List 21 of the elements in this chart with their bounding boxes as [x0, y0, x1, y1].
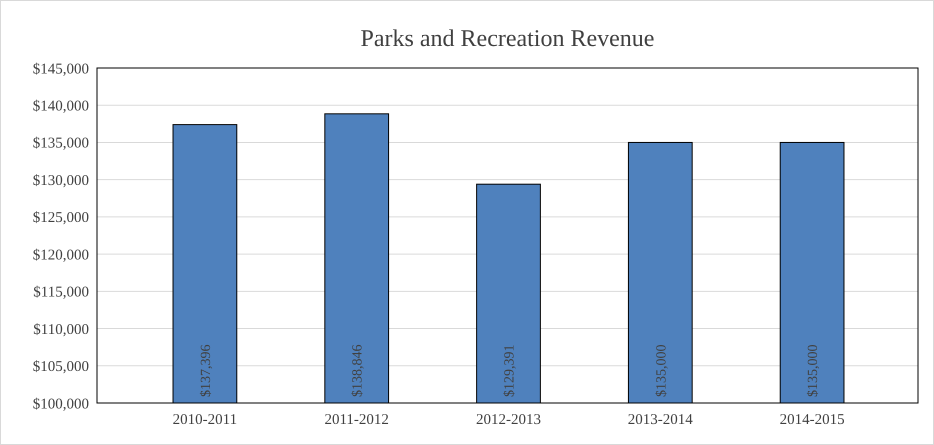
data-label: $137,396 [198, 344, 214, 397]
y-tick-label: $135,000 [32, 136, 89, 152]
data-label: $129,391 [502, 344, 518, 397]
y-tick-label: $130,000 [32, 172, 89, 189]
x-tick-label: 2011-2012 [324, 412, 389, 428]
y-tick-label: $140,000 [32, 98, 89, 114]
data-label: $135,000 [806, 344, 822, 397]
y-tick-label: $125,000 [32, 210, 89, 226]
y-tick-label: $145,000 [32, 61, 89, 78]
x-tick-label: 2010-2011 [172, 412, 238, 428]
y-tick-label: $115,000 [33, 284, 89, 301]
x-tick-label: 2014-2015 [780, 412, 845, 428]
y-tick-label: $110,000 [33, 322, 89, 338]
y-tick-label: $105,000 [32, 359, 89, 376]
y-tick-label: $120,000 [32, 247, 89, 264]
chart-title: Parks and Recreation Revenue [360, 26, 654, 52]
data-label: $135,000 [654, 344, 670, 397]
y-tick-label: $100,000 [32, 396, 89, 412]
data-label: $138,846 [350, 344, 366, 397]
x-tick-label: 2013-2014 [628, 412, 694, 428]
x-tick-label: 2012-2013 [476, 412, 541, 428]
